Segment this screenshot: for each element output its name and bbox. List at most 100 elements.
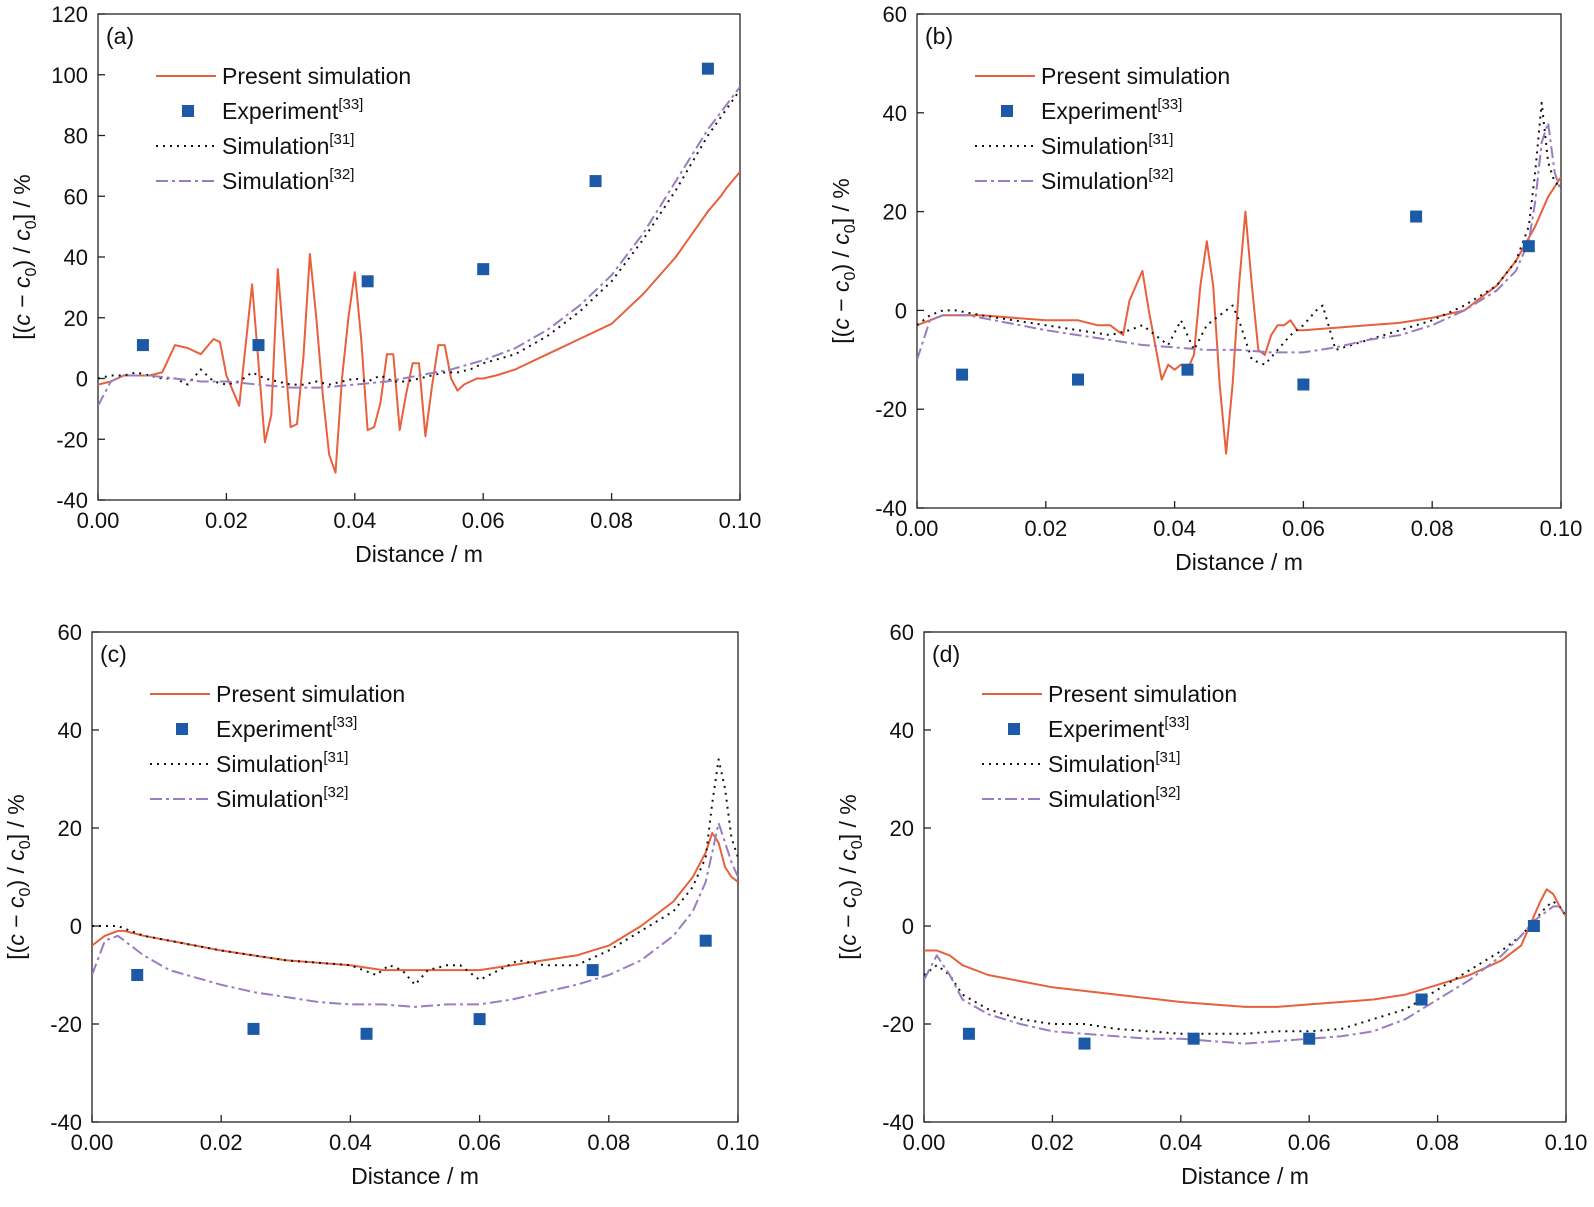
legend-label: Simulation[31] bbox=[1041, 131, 1173, 159]
legend-marker bbox=[1008, 723, 1020, 735]
legend-label: Experiment[33] bbox=[1041, 96, 1182, 124]
panel-label: (d) bbox=[932, 641, 960, 667]
series-group bbox=[924, 888, 1566, 1050]
x-tick-label: 0.00 bbox=[71, 1130, 114, 1155]
x-tick-label: 0.02 bbox=[205, 508, 248, 533]
legend-label: Experiment[33] bbox=[222, 96, 363, 124]
y-axis-label: [(c − c0) / c0] / % bbox=[835, 794, 866, 959]
x-tick-label: 0.08 bbox=[590, 508, 633, 533]
legend-label: Simulation[32] bbox=[1041, 166, 1173, 194]
legend-label: Present simulation bbox=[1041, 63, 1230, 89]
y-tick-label: 40 bbox=[58, 718, 82, 743]
experiment-point bbox=[1187, 1032, 1200, 1045]
y-tick-label: 0 bbox=[70, 914, 82, 939]
experiment-point bbox=[473, 1013, 486, 1026]
x-axis-label: Distance / m bbox=[355, 541, 483, 567]
experiment-point bbox=[956, 368, 969, 381]
series-line-dashdot bbox=[98, 86, 740, 407]
y-tick-label: 0 bbox=[902, 914, 914, 939]
legend-label: Simulation[31] bbox=[216, 749, 348, 777]
y-tick-label: -20 bbox=[875, 397, 907, 422]
experiment-point bbox=[1181, 363, 1194, 376]
plot-frame bbox=[97, 13, 741, 501]
legend-label: Simulation[32] bbox=[216, 784, 348, 812]
x-tick-label: 0.04 bbox=[333, 508, 376, 533]
x-tick-label: 0.04 bbox=[1153, 516, 1196, 541]
panel-c: 0.00 0.02 0.04 0.06 0.08 0.10 60 40 20 0 -20 -40 Dis… bbox=[3, 620, 759, 1189]
experiment-point bbox=[360, 1027, 373, 1040]
experiment-point bbox=[1303, 1032, 1316, 1045]
legend-label: Simulation[32] bbox=[222, 166, 354, 194]
experiment-point bbox=[477, 263, 490, 276]
series-line-solid bbox=[917, 176, 1561, 455]
y-tick-label: -40 bbox=[882, 1110, 914, 1135]
legend-marker bbox=[176, 723, 188, 735]
series-line-dotted bbox=[917, 101, 1561, 366]
y-tick-label: -40 bbox=[50, 1110, 82, 1135]
legend: Present simulation Experiment[33] Simulati… bbox=[975, 63, 1230, 194]
y-tick-label: 120 bbox=[51, 2, 88, 27]
y-axis-label: [(c − c0) / c0] / % bbox=[828, 178, 859, 343]
y-tick-label: -20 bbox=[882, 1012, 914, 1037]
panel-label: (c) bbox=[100, 641, 127, 667]
legend-label: Present simulation bbox=[216, 681, 405, 707]
legend-label: Simulation[31] bbox=[1048, 749, 1180, 777]
experiment-point bbox=[1297, 378, 1310, 391]
series-group bbox=[98, 62, 740, 474]
experiment-point bbox=[589, 175, 602, 188]
series-line-dashdot bbox=[92, 822, 738, 1008]
x-tick-label: 0.08 bbox=[1411, 516, 1454, 541]
legend-label: Simulation[31] bbox=[222, 131, 354, 159]
x-tick-label: 0.04 bbox=[1159, 1130, 1202, 1155]
experiment-point bbox=[701, 62, 714, 75]
x-tick-label: 0.10 bbox=[717, 1130, 760, 1155]
experiment-point bbox=[131, 969, 144, 981]
x-tick-label: 0.00 bbox=[903, 1130, 946, 1155]
y-tick-label: -40 bbox=[56, 488, 88, 513]
experiment-point bbox=[586, 964, 599, 977]
x-tick-label: 0.00 bbox=[77, 508, 120, 533]
y-tick-label: 0 bbox=[76, 367, 88, 392]
experiment-point bbox=[699, 934, 712, 947]
x-tick-label: 0.02 bbox=[1031, 1130, 1074, 1155]
panel-b: 0.00 0.02 0.04 0.06 0.08 0.10 60 40 20 0 -20 -40 Dis… bbox=[828, 2, 1582, 575]
legend-label: Present simulation bbox=[1048, 681, 1237, 707]
series-line-dotted bbox=[98, 89, 740, 386]
y-axis-label: [(c − c0) / c0] / % bbox=[9, 174, 40, 339]
x-tick-label: 0.06 bbox=[1282, 516, 1325, 541]
experiment-point bbox=[1072, 373, 1084, 386]
legend-marker bbox=[182, 105, 194, 117]
plot-frame bbox=[91, 631, 739, 1123]
y-tick-label: 60 bbox=[64, 184, 88, 209]
experiment-point bbox=[1410, 210, 1423, 223]
x-tick-label: 0.06 bbox=[462, 508, 505, 533]
experiment-point bbox=[1415, 993, 1428, 1006]
panel-a: 0.00 0.02 0.04 0.06 0.08 0.10 120 100 80 60 40 20 0 -… bbox=[9, 2, 761, 567]
legend: Present simulation Experiment[33] Simulati… bbox=[150, 681, 405, 812]
y-tick-label: -40 bbox=[875, 496, 907, 521]
y-tick-label: 60 bbox=[890, 620, 914, 645]
legend-label: Experiment[33] bbox=[216, 714, 357, 742]
series-line-solid bbox=[98, 171, 740, 474]
y-tick-label: 40 bbox=[890, 718, 914, 743]
y-tick-label: 100 bbox=[51, 63, 88, 88]
y-tick-label: 60 bbox=[883, 2, 907, 27]
y-tick-label: 60 bbox=[58, 620, 82, 645]
legend-marker bbox=[1001, 105, 1013, 117]
x-tick-label: 0.10 bbox=[719, 508, 762, 533]
panel-label: (a) bbox=[106, 23, 134, 49]
y-tick-label: 40 bbox=[64, 245, 88, 270]
x-axis-label: Distance / m bbox=[1175, 549, 1303, 575]
plot-frame bbox=[923, 631, 1567, 1123]
y-tick-label: -20 bbox=[50, 1012, 82, 1037]
series-line-dashdot bbox=[917, 121, 1561, 361]
x-tick-label: 0.06 bbox=[458, 1130, 501, 1155]
x-tick-label: 0.10 bbox=[1540, 516, 1583, 541]
panel-d: 0.00 0.02 0.04 0.06 0.08 0.10 60 40 20 0 -20 -40 Dis… bbox=[835, 620, 1587, 1189]
y-axis-label: [(c − c0) / c0] / % bbox=[3, 794, 34, 959]
y-tick-label: -20 bbox=[56, 427, 88, 452]
x-tick-label: 0.02 bbox=[1024, 516, 1067, 541]
y-tick-label: 20 bbox=[58, 816, 82, 841]
y-tick-label: 20 bbox=[64, 306, 88, 331]
